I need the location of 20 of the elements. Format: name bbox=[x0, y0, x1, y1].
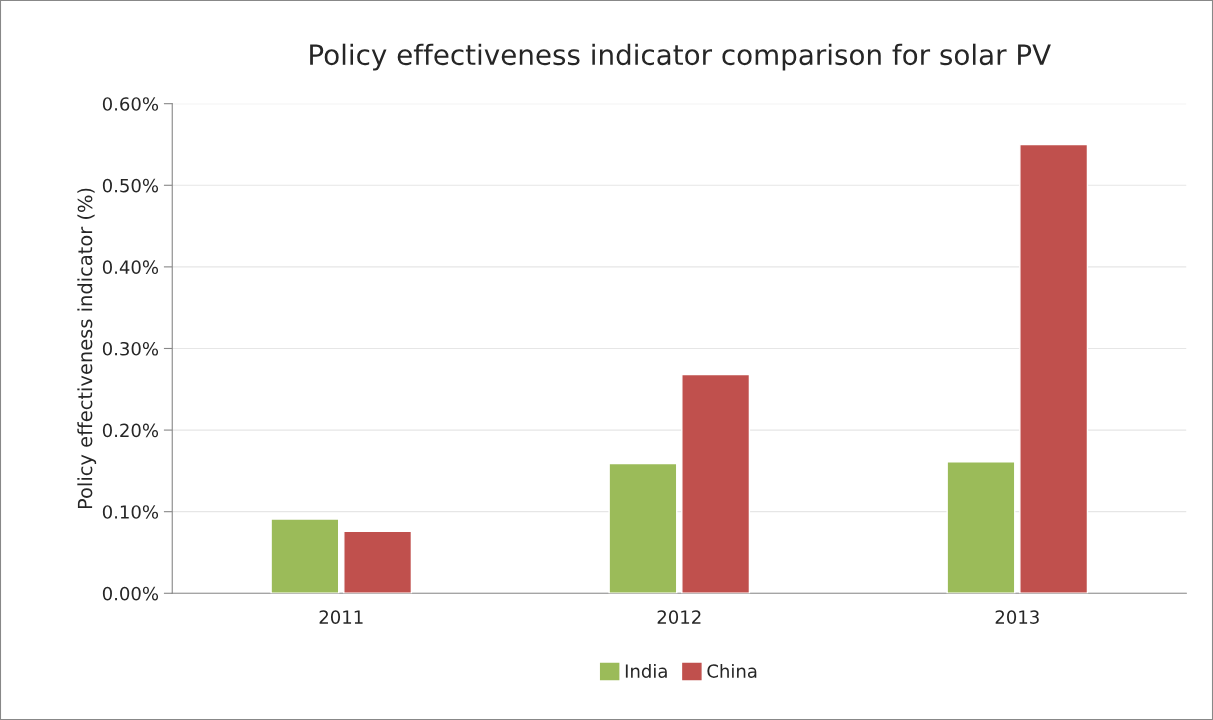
y-tick-label: 0.50% bbox=[102, 178, 159, 193]
y-tick-label: 0.40% bbox=[102, 260, 159, 274]
y-tick-label: 0.60% bbox=[102, 97, 159, 111]
y-tick-label: 0.20% bbox=[102, 423, 159, 438]
x-tick-label: 2011 bbox=[319, 610, 363, 624]
bar bbox=[946, 461, 1016, 594]
bar bbox=[608, 462, 678, 594]
bar bbox=[343, 530, 413, 594]
y-axis-title: Policy effectiveness indicator (%) bbox=[77, 188, 97, 509]
chart-title: Policy effectiveness indicator comparison for solar PV bbox=[310, 43, 1051, 71]
bar bbox=[270, 518, 340, 594]
legend-label: India bbox=[625, 663, 667, 678]
bar bbox=[681, 373, 751, 594]
y-tick-label: 0.30% bbox=[102, 341, 159, 356]
x-tick-label: 2013 bbox=[995, 610, 1039, 624]
y-tick-label: 0.00% bbox=[102, 586, 159, 601]
bar bbox=[1019, 143, 1089, 594]
y-tick-label: 0.10% bbox=[102, 505, 159, 519]
legend-label: China bbox=[707, 663, 757, 678]
x-tick-label: 2012 bbox=[657, 610, 701, 624]
